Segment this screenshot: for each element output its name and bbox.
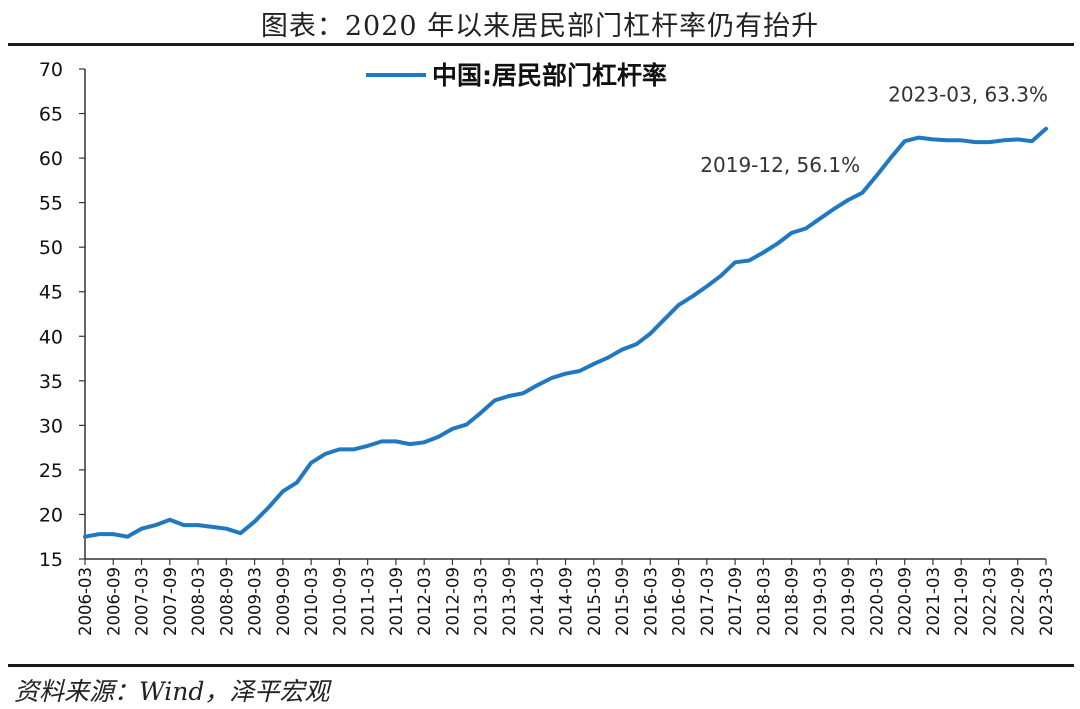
source-note: 资料来源：Wind，泽平宏观 xyxy=(14,677,330,706)
y-tick-label: 15 xyxy=(39,549,63,571)
chart-title: 图表：2020 年以来居民部门杠杆率仍有抬升 xyxy=(260,11,820,42)
x-tick-label: 2021-09 xyxy=(952,567,971,636)
x-tick-label: 2018-03 xyxy=(754,567,773,636)
x-tick-label: 2007-09 xyxy=(161,567,180,636)
legend: 中国:居民部门杠杆率 xyxy=(366,61,667,90)
x-tick-label: 2013-09 xyxy=(500,567,519,636)
x-tick-label: 2017-09 xyxy=(726,567,745,636)
data-label-2023-03: 2023-03, 63.3% xyxy=(888,83,1048,107)
x-tick-label: 2007-03 xyxy=(133,567,152,636)
x-tick-label: 2021-03 xyxy=(924,567,943,636)
y-tick-label: 30 xyxy=(39,415,63,437)
x-tick-label: 2013-03 xyxy=(472,567,491,636)
x-tick-label: 2016-03 xyxy=(641,567,660,636)
series-line xyxy=(83,126,1048,539)
x-tick-label: 2016-09 xyxy=(670,567,689,636)
x-tick-label: 2008-09 xyxy=(217,567,236,636)
x-tick-label: 2020-03 xyxy=(867,567,886,636)
y-tick-label: 20 xyxy=(39,504,63,526)
x-tick-label: 2006-03 xyxy=(76,567,95,636)
x-tick-label: 2022-03 xyxy=(980,567,999,636)
x-tick-label: 2022-09 xyxy=(1009,567,1028,636)
x-tick-label: 2018-09 xyxy=(783,567,802,636)
annotations: 2019-12, 56.1% 2023-03, 63.3% xyxy=(700,83,1048,177)
top-rule xyxy=(8,43,1074,46)
y-tick-label: 50 xyxy=(39,237,63,259)
legend-label: 中国:居民部门杠杆率 xyxy=(432,61,667,90)
x-tick-label: 2014-09 xyxy=(557,567,576,636)
x-tick-label: 2012-03 xyxy=(415,567,434,636)
x-tick-label: 2008-03 xyxy=(189,567,208,636)
y-axis: 15 20 25 30 35 40 45 50 55 60 65 70 xyxy=(39,59,86,571)
data-label-2019-12: 2019-12, 56.1% xyxy=(700,153,860,177)
y-tick-label: 35 xyxy=(39,371,63,393)
x-axis: 2006-03 2006-09 2007-03 2007-09 2008-03 2008-… xyxy=(76,558,1056,636)
y-tick-label: 60 xyxy=(39,148,63,170)
x-tick-label: 2011-03 xyxy=(359,567,378,636)
y-tick-label: 25 xyxy=(39,460,63,482)
x-tick-label: 2009-09 xyxy=(274,567,293,636)
x-tick-label: 2017-03 xyxy=(698,567,717,636)
y-tick-label: 40 xyxy=(39,326,63,348)
y-tick-label: 55 xyxy=(39,193,63,215)
x-tick-label: 2015-09 xyxy=(613,567,632,636)
x-tick-label: 2006-09 xyxy=(104,567,123,636)
x-tick-label: 2020-09 xyxy=(896,567,915,636)
x-tick-label: 2010-03 xyxy=(302,567,321,636)
x-tick-label: 2014-03 xyxy=(528,567,547,636)
bottom-rule xyxy=(8,664,1074,667)
x-tick-label: 2011-09 xyxy=(387,567,406,636)
x-tick-label: 2019-03 xyxy=(811,567,830,636)
x-tick-label: 2019-09 xyxy=(839,567,858,636)
x-tick-label: 2023-03 xyxy=(1037,567,1056,636)
y-tick-label: 65 xyxy=(39,104,63,126)
x-tick-label: 2009-03 xyxy=(246,567,265,636)
series-layer xyxy=(83,126,1048,539)
x-tick-label: 2012-09 xyxy=(443,567,462,636)
x-tick-label: 2015-03 xyxy=(585,567,604,636)
x-tick-label: 2010-09 xyxy=(330,567,349,636)
y-tick-label: 45 xyxy=(39,282,63,304)
y-tick-label: 70 xyxy=(39,59,63,81)
